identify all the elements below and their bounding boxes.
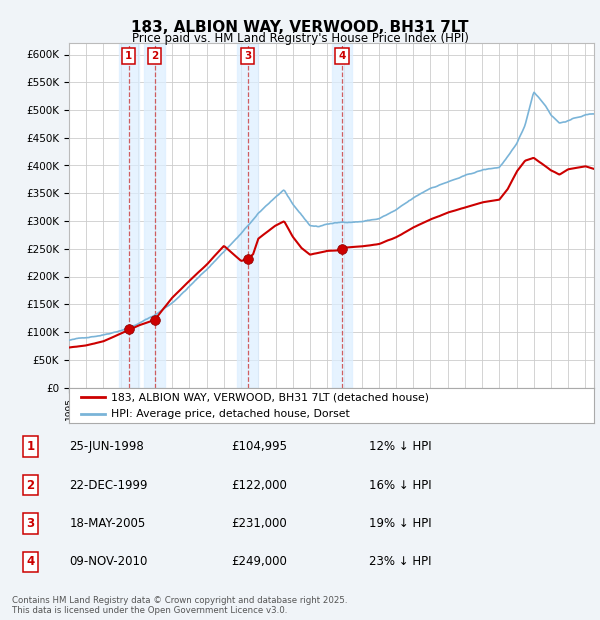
Text: 09-NOV-2010: 09-NOV-2010: [70, 556, 148, 569]
Text: £231,000: £231,000: [231, 517, 287, 530]
Text: 4: 4: [338, 51, 346, 61]
Text: 2: 2: [151, 51, 158, 61]
Text: 183, ALBION WAY, VERWOOD, BH31 7LT: 183, ALBION WAY, VERWOOD, BH31 7LT: [131, 20, 469, 35]
Text: 25-JUN-1998: 25-JUN-1998: [70, 440, 145, 453]
Text: £104,995: £104,995: [231, 440, 287, 453]
Text: £249,000: £249,000: [231, 556, 287, 569]
Text: 1: 1: [26, 440, 34, 453]
Bar: [238, 43, 258, 388]
Text: 4: 4: [26, 556, 35, 569]
Text: 3: 3: [244, 51, 251, 61]
Text: 16% ↓ HPI: 16% ↓ HPI: [369, 479, 432, 492]
Text: HPI: Average price, detached house, Dorset: HPI: Average price, detached house, Dors…: [111, 409, 350, 419]
Text: 12% ↓ HPI: 12% ↓ HPI: [369, 440, 432, 453]
Text: 3: 3: [26, 517, 34, 530]
Text: 23% ↓ HPI: 23% ↓ HPI: [369, 556, 431, 569]
Bar: [119, 43, 139, 388]
Text: 22-DEC-1999: 22-DEC-1999: [70, 479, 148, 492]
Bar: [332, 43, 352, 388]
Text: Price paid vs. HM Land Registry's House Price Index (HPI): Price paid vs. HM Land Registry's House …: [131, 32, 469, 45]
Text: 1: 1: [125, 51, 133, 61]
Text: Contains HM Land Registry data © Crown copyright and database right 2025.
This d: Contains HM Land Registry data © Crown c…: [12, 596, 347, 615]
Text: 2: 2: [26, 479, 34, 492]
Text: 19% ↓ HPI: 19% ↓ HPI: [369, 517, 432, 530]
Bar: [145, 43, 165, 388]
Text: £122,000: £122,000: [231, 479, 287, 492]
Text: 183, ALBION WAY, VERWOOD, BH31 7LT (detached house): 183, ALBION WAY, VERWOOD, BH31 7LT (deta…: [111, 392, 429, 402]
Text: 18-MAY-2005: 18-MAY-2005: [70, 517, 146, 530]
